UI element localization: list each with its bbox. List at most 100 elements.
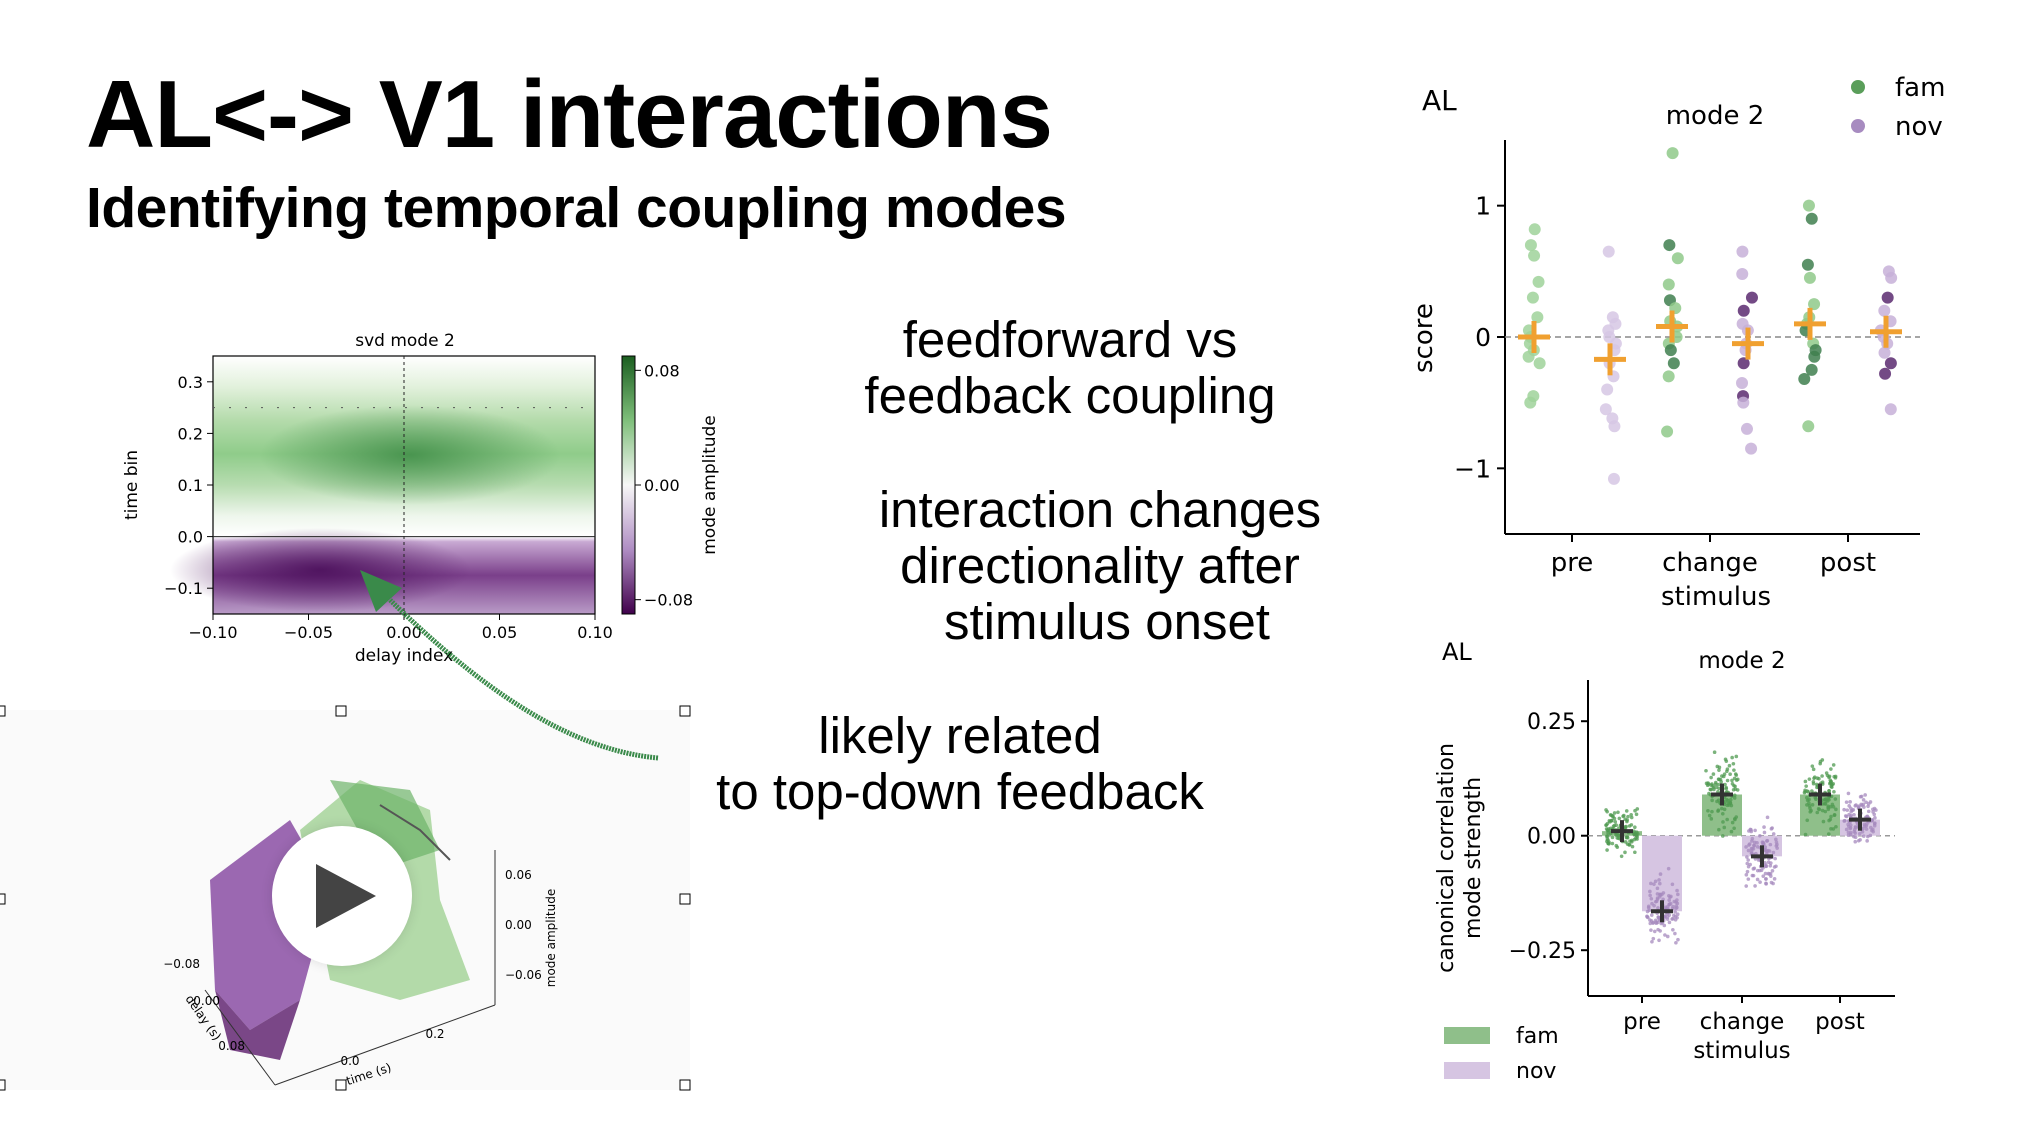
bar-sample-dot [1871, 807, 1875, 812]
bar-sample-dot [1746, 877, 1751, 881]
scatter-point [1526, 291, 1539, 304]
selection-handle[interactable] [679, 893, 691, 905]
bar-sample-dot [1669, 894, 1673, 899]
bar-sample-dot [1673, 931, 1677, 936]
bar-sample-dot [1665, 934, 1670, 939]
scatter-point [1878, 346, 1891, 359]
bar-sample-dot [1709, 817, 1714, 821]
bar-sample-dot [1827, 774, 1832, 779]
surface-trace-line [379, 804, 451, 861]
bar-sample-dot [1865, 814, 1869, 819]
heatmap-ylabel: time bin [122, 450, 142, 520]
bar-xtick-label: pre [1623, 1009, 1661, 1035]
bar-sample-dot [1619, 854, 1624, 859]
bar-sample-dot [1720, 811, 1725, 816]
bar-sample-dot [1803, 832, 1808, 837]
bar-sample-dot [1769, 874, 1773, 878]
text-line: stimulus onset [944, 593, 1270, 650]
bar-sample-dot [1655, 892, 1660, 896]
bar-sample-dot [1612, 811, 1617, 815]
selection-handle[interactable] [335, 1079, 347, 1091]
bar-sample-dot [1605, 848, 1609, 852]
heatmap-ytick-label: 0.0 [178, 528, 203, 547]
bar-sample-dot [1732, 768, 1736, 772]
bar-sample-dot [1856, 805, 1861, 810]
bar-sample-dot [1771, 881, 1775, 886]
bar-sample-dot [1829, 814, 1833, 819]
scatter-point [1522, 350, 1535, 363]
bar-sample-dot [1707, 813, 1712, 818]
bar-sample-dot [1729, 829, 1734, 834]
selection-handle[interactable] [0, 705, 6, 717]
scatter-point [1524, 239, 1537, 252]
bar-sample-dot [1645, 914, 1649, 919]
bar-sample-dot [1731, 762, 1736, 766]
bar-sample-dot [1628, 839, 1632, 843]
heatmap-xtick-label: −0.05 [284, 623, 333, 642]
selection-handle[interactable] [335, 705, 347, 717]
bar-sample-dot [1676, 937, 1680, 942]
play-button[interactable] [272, 826, 412, 966]
bar-sample-dot [1814, 797, 1818, 802]
scatter-point [1524, 396, 1537, 409]
bar-sample-dot [1733, 772, 1738, 776]
selection-handle[interactable] [679, 1079, 691, 1091]
bar-sample-dot [1626, 814, 1630, 819]
surface-dark-region [215, 990, 300, 1060]
bar-sample-dot [1722, 807, 1727, 812]
bar-sample-dot [1760, 840, 1765, 844]
bar-sample-dot [1658, 881, 1662, 886]
bar-sample-dot [1771, 832, 1776, 836]
bar-sample-dot [1852, 812, 1856, 817]
bar-sample-dot [1805, 818, 1810, 823]
bar-sample-dot [1763, 871, 1768, 876]
bar-sample-dot [1634, 833, 1639, 838]
bar-sample-dot [1834, 824, 1838, 829]
bar-sample-dot [1842, 807, 1846, 812]
selection-handle[interactable] [0, 1079, 6, 1091]
scatter-chart: AL mode 2 score stimulus 1 0 −1 pre change po… [1409, 73, 1945, 612]
colorbar-tick-label: 0.08 [644, 361, 680, 380]
bar-sample-dot [1827, 789, 1831, 793]
bar-sample-dot [1663, 933, 1667, 937]
bar-sample-dot [1736, 777, 1740, 782]
scatter-point [1664, 344, 1677, 357]
bar-sample-dot [1769, 861, 1773, 865]
heatmap-ytick-label: 0.2 [178, 424, 203, 443]
bar-sample-dot [1648, 889, 1652, 894]
bar-sample-dot [1761, 874, 1766, 878]
bar-sample-dot [1724, 785, 1728, 790]
selection-handle[interactable] [0, 893, 6, 905]
bar-sample-dot [1653, 879, 1658, 884]
bar-sample-dot [1774, 840, 1779, 844]
bar-sample-dot [1723, 757, 1728, 762]
colorbar-tick-label: −0.08 [644, 591, 693, 610]
scatter-point [1885, 271, 1898, 284]
bar-sample-dot [1612, 816, 1617, 821]
bar-sample-dot [1675, 912, 1680, 916]
surface-green-peak [330, 780, 440, 870]
scatter-point [1531, 311, 1544, 324]
bar-sample-dot [1846, 833, 1851, 838]
bar-sample-dot [1725, 817, 1729, 822]
scatter-point [1798, 373, 1811, 386]
bar-sample-dot [1616, 810, 1620, 815]
selection-handle[interactable] [679, 705, 691, 717]
bar-xtick-label: change [1700, 1009, 1785, 1035]
bar-sample-dot [1821, 819, 1826, 824]
scatter-point [1663, 239, 1676, 252]
scatter-point [1802, 199, 1815, 212]
bar-sample-dot [1709, 787, 1713, 792]
bar-sample-dot [1833, 776, 1838, 780]
bar-sample-dot [1728, 800, 1732, 805]
bar-sample-dot [1617, 816, 1622, 821]
bar-sample-dot [1755, 877, 1760, 882]
scatter-point [1602, 245, 1615, 258]
bar-sample-dot [1717, 768, 1721, 772]
bar-sample-dot [1613, 820, 1618, 824]
bar-sample-dot [1829, 779, 1833, 784]
bar-sample-dot [1809, 808, 1813, 813]
surface-ztick-label: 0.00 [505, 918, 532, 932]
bar-sample-dot [1654, 920, 1658, 924]
text-topdown: likely related to top-down feedback [660, 708, 1260, 820]
